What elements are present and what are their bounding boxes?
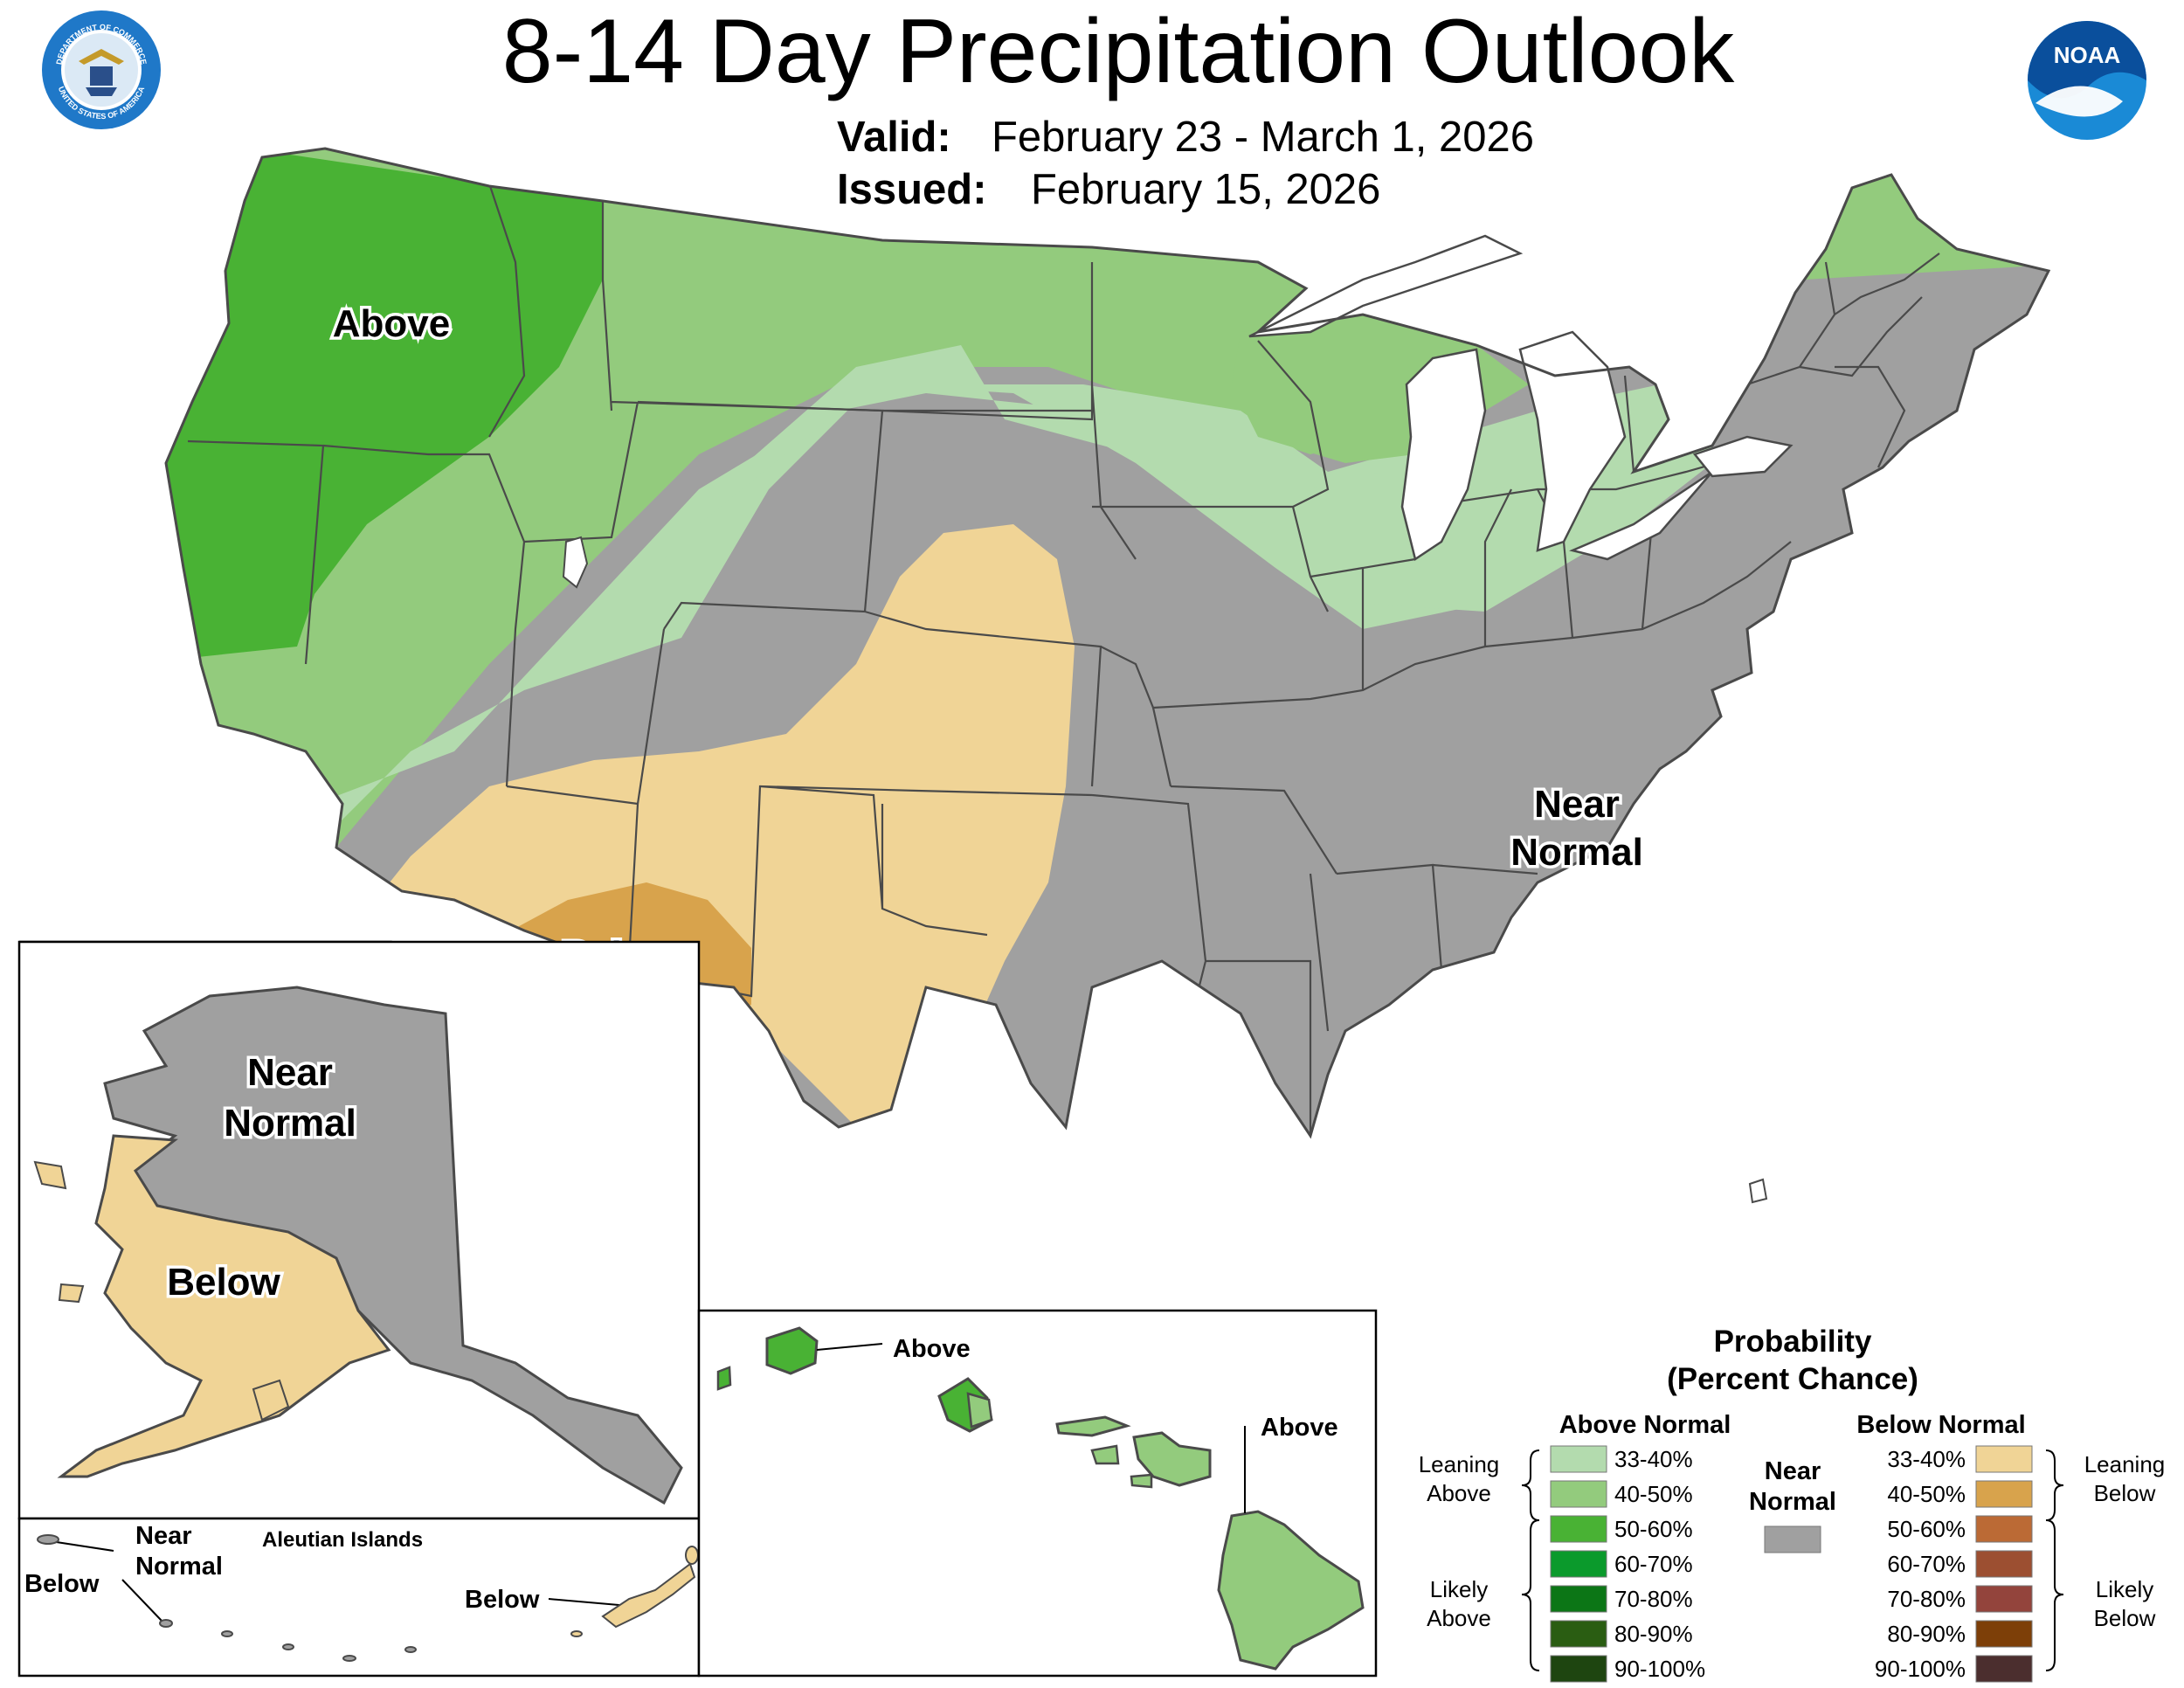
legend-below-label-5: 80-90%	[1887, 1621, 1966, 1647]
legend-above-label-5: 80-90%	[1614, 1621, 1693, 1647]
aleutian-label-below-west: Below	[24, 1570, 100, 1598]
conus-below-33-40-region	[358, 524, 1075, 1136]
legend-near-header-1: Near	[1765, 1457, 1821, 1485]
legend-below-label-6: 90-100%	[1875, 1656, 1966, 1682]
hawaii-label-above-south: Above	[1261, 1414, 1338, 1442]
legend-below-swatch-6	[1975, 1655, 2033, 1683]
legend-below-swatch-0	[1975, 1445, 2033, 1473]
conus-above-50-60-region	[166, 149, 603, 664]
legend-below-label-4: 70-80%	[1887, 1586, 1966, 1612]
commerce-seal-icon: DEPARTMENT OF COMMERCE UNITED STATES OF …	[42, 10, 161, 129]
conus-label-near-1: Near	[1534, 783, 1620, 826]
alaska-inset: Near Normal Below	[17, 940, 701, 1520]
conus-label-near-2: Normal	[1510, 831, 1643, 874]
legend-near-header-2: Normal	[1749, 1488, 1836, 1516]
alaska-label-near-1: Near	[247, 1051, 333, 1094]
conus-label-above: Above	[333, 302, 450, 345]
legend-likely-above-2: Above	[1427, 1605, 1491, 1631]
legend-below-label-2: 50-60%	[1887, 1516, 1966, 1542]
legend-near-swatch	[1764, 1525, 1821, 1553]
legend-below-swatch-5	[1975, 1620, 2033, 1648]
legend-above-label-2: 50-60%	[1614, 1516, 1693, 1542]
legend-above-swatch-1	[1550, 1480, 1607, 1508]
legend-above-label-1: 40-50%	[1614, 1481, 1693, 1507]
valid-label: Valid:	[837, 114, 951, 161]
legend: Probability (Percent Chance) Above Norma…	[1419, 1325, 2166, 1683]
legend-above-label-6: 90-100%	[1614, 1656, 1705, 1682]
legend-leaning-below-1: Leaning	[2084, 1451, 2166, 1477]
conus-above-florida-region	[1738, 1153, 1791, 1276]
hawaii-maui	[1132, 1431, 1212, 1487]
legend-above-swatch-0	[1550, 1445, 1607, 1473]
aleutian-label-near-1: Near	[135, 1522, 192, 1550]
legend-above-swatch-6	[1550, 1655, 1607, 1683]
issued-label: Issued:	[837, 166, 987, 213]
hawaii-molokai	[1055, 1415, 1131, 1437]
legend-below-swatch-2	[1975, 1515, 2033, 1543]
great-lakes	[562, 234, 1794, 1204]
legend-below-label-1: 40-50%	[1887, 1481, 1966, 1507]
map-title: 8-14 Day Precipitation Outlook	[502, 1, 1736, 102]
issued-value: February 15, 2026	[1031, 166, 1380, 213]
legend-above-swatch-3	[1550, 1550, 1607, 1578]
legend-above-swatch-4	[1550, 1585, 1607, 1613]
valid-value: February 23 - March 1, 2026	[992, 114, 1534, 161]
conus-above-33-40-region-upper	[664, 345, 1712, 612]
noaa-logo-icon: NOAA	[2028, 21, 2146, 140]
alaska-label-near-2: Normal	[224, 1102, 356, 1145]
legend-title-1: Probability	[1714, 1325, 1872, 1359]
legend-leaning-above-1: Leaning	[1419, 1451, 1500, 1477]
legend-likely-below-2: Below	[2094, 1605, 2156, 1631]
aleutian-label-near-2: Normal	[135, 1553, 223, 1581]
alaska-below-region	[57, 1134, 391, 1478]
alaska-label-below: Below	[167, 1261, 280, 1304]
legend-above-rows: 33-40% 40-50% 50-60% 60-70% 70-80% 80-90% 90-1…	[1550, 1445, 1705, 1683]
legend-above-label-4: 70-80%	[1614, 1586, 1693, 1612]
legend-title-2: (Percent Chance)	[1667, 1362, 1918, 1396]
legend-likely-below-1: Likely	[2096, 1576, 2153, 1602]
legend-below-swatch-3	[1975, 1550, 2033, 1578]
aleutian-inset: Aleutian Islands Near Normal Below Below	[17, 1517, 701, 1678]
hawaii-big-island	[1217, 1510, 1365, 1671]
legend-above-header: Above Normal	[1559, 1411, 1731, 1439]
aleutian-label-below-east: Below	[465, 1586, 540, 1614]
conus-above-40-50-region	[166, 149, 2049, 874]
legend-below-label-0: 33-40%	[1887, 1446, 1966, 1472]
hawaii-kauai	[765, 1326, 819, 1375]
hawaii-inset: Above Above	[697, 1309, 1378, 1678]
legend-below-rows: 33-40% 40-50% 50-60% 60-70% 70-80% 80-90% 90-1…	[1875, 1445, 2033, 1683]
legend-leaning-above-2: Above	[1427, 1480, 1491, 1506]
legend-above-swatch-2	[1550, 1515, 1607, 1543]
legend-leaning-below-2: Below	[2094, 1480, 2156, 1506]
legend-below-swatch-4	[1975, 1585, 2033, 1613]
legend-below-header: Below Normal	[1856, 1411, 2025, 1439]
noaa-logo-text: NOAA	[2054, 42, 2121, 68]
legend-below-label-3: 60-70%	[1887, 1551, 1966, 1577]
conus-outline	[164, 147, 2051, 1139]
legend-above-label-0: 33-40%	[1614, 1446, 1693, 1472]
hawaii-label-above-north: Above	[893, 1335, 971, 1363]
legend-likely-above-1: Likely	[1430, 1576, 1488, 1602]
legend-above-label-3: 60-70%	[1614, 1551, 1693, 1577]
aleutian-title: Aleutian Islands	[262, 1528, 423, 1552]
legend-above-swatch-5	[1550, 1620, 1607, 1648]
legend-below-swatch-1	[1975, 1480, 2033, 1508]
